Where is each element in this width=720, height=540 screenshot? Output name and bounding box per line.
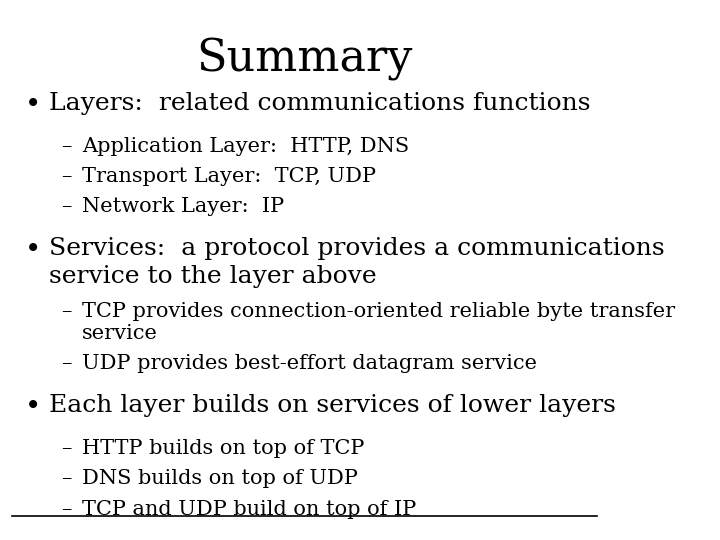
- Text: –: –: [61, 197, 71, 216]
- Text: Each layer builds on services of lower layers: Each layer builds on services of lower l…: [49, 394, 616, 417]
- Text: Network Layer:  IP: Network Layer: IP: [82, 197, 284, 216]
- Text: HTTP builds on top of TCP: HTTP builds on top of TCP: [82, 439, 364, 458]
- Text: –: –: [61, 167, 71, 186]
- Text: –: –: [61, 500, 71, 518]
- Text: Transport Layer:  TCP, UDP: Transport Layer: TCP, UDP: [82, 167, 377, 186]
- Text: TCP provides connection-oriented reliable byte transfer
service: TCP provides connection-oriented reliabl…: [82, 302, 675, 343]
- Text: –: –: [61, 469, 71, 488]
- Text: –: –: [61, 137, 71, 156]
- Text: UDP provides best-effort datagram service: UDP provides best-effort datagram servic…: [82, 354, 537, 373]
- Text: Services:  a protocol provides a communications
service to the layer above: Services: a protocol provides a communic…: [49, 237, 665, 288]
- Text: Summary: Summary: [197, 38, 413, 81]
- Text: •: •: [24, 92, 40, 119]
- Text: Layers:  related communications functions: Layers: related communications functions: [49, 92, 590, 115]
- Text: •: •: [24, 237, 40, 264]
- Text: –: –: [61, 439, 71, 458]
- Text: –: –: [61, 354, 71, 373]
- Text: Application Layer:  HTTP, DNS: Application Layer: HTTP, DNS: [82, 137, 410, 156]
- Text: DNS builds on top of UDP: DNS builds on top of UDP: [82, 469, 358, 488]
- Text: –: –: [61, 302, 71, 321]
- Text: TCP and UDP build on top of IP: TCP and UDP build on top of IP: [82, 500, 417, 518]
- Text: •: •: [24, 394, 40, 421]
